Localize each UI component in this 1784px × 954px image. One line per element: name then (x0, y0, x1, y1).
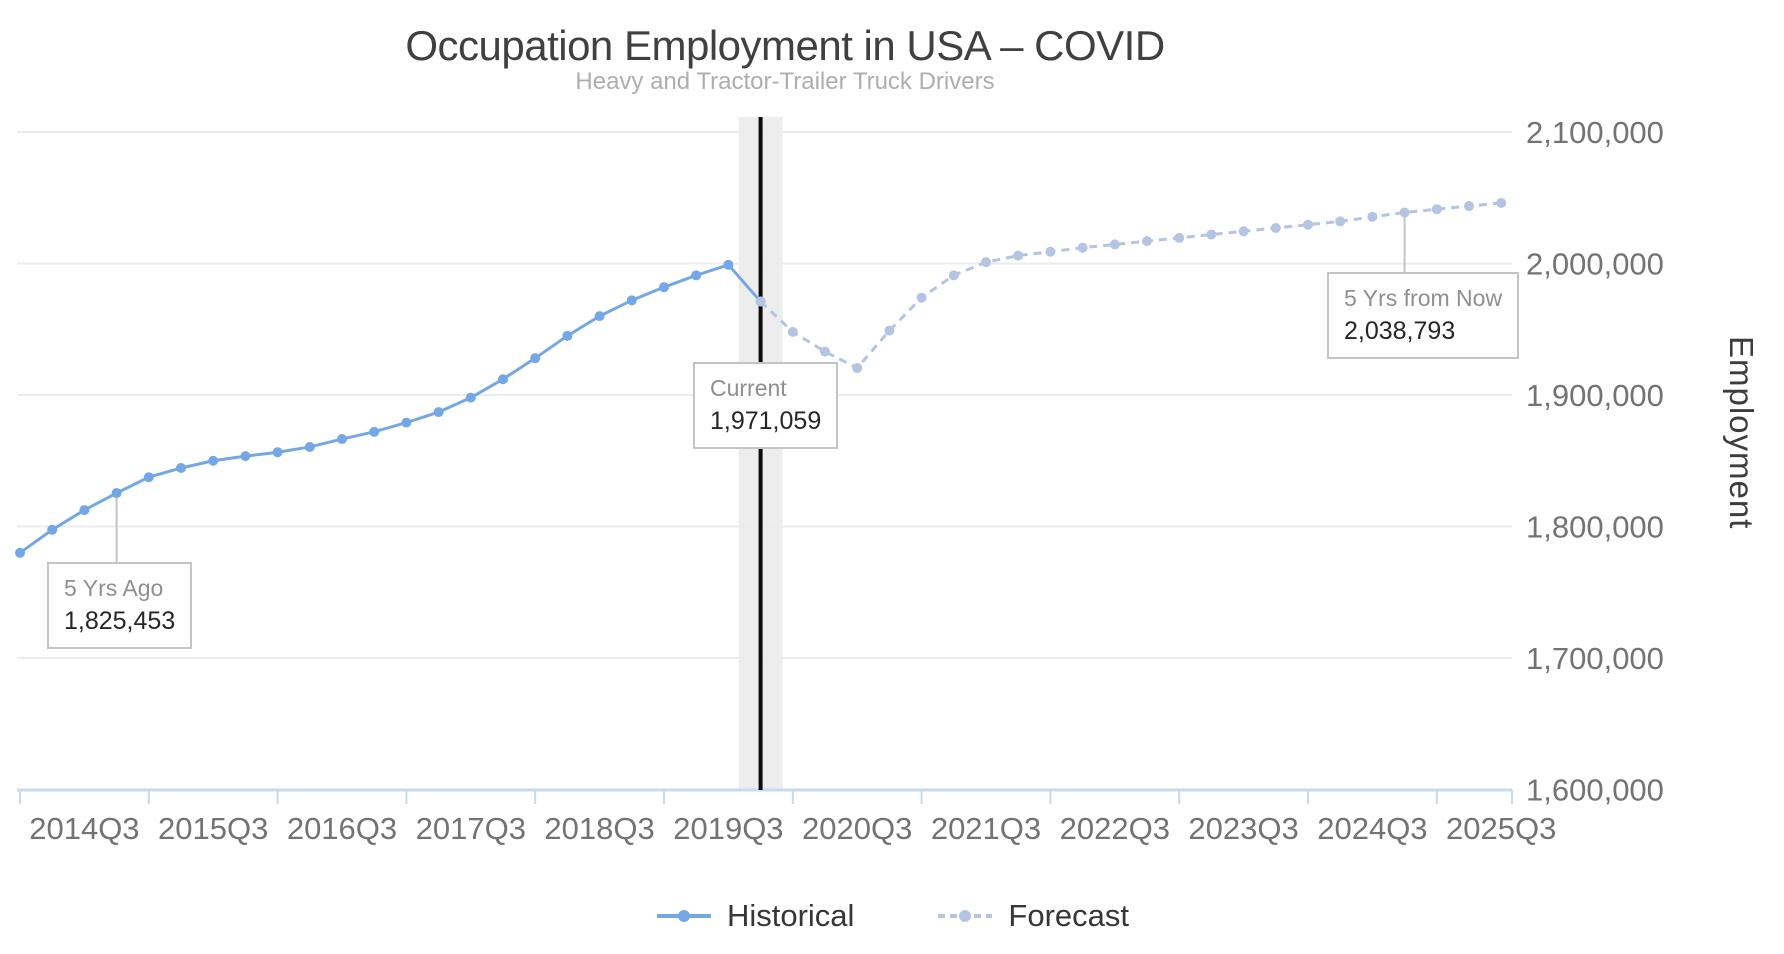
data-point[interactable] (1399, 207, 1410, 218)
data-point[interactable] (401, 417, 412, 428)
data-point[interactable] (723, 259, 734, 270)
data-point[interactable] (1174, 232, 1185, 243)
historical-line (19, 263, 762, 555)
data-point[interactable] (852, 363, 863, 374)
data-point[interactable] (272, 447, 283, 458)
annotation-value: 1,825,453 (64, 607, 176, 636)
annotation-label: 5 Yrs from Now (1344, 285, 1503, 311)
chart-title: Occupation Employment in USA – COVID (405, 22, 1165, 69)
x-tick-label: 2025Q3 (1446, 811, 1556, 846)
data-point[interactable] (1013, 250, 1024, 261)
legend: Historical Forecast (0, 898, 1784, 934)
data-point[interactable] (304, 441, 315, 452)
data-point[interactable] (1109, 239, 1120, 250)
y-tick-label: 1,800,000 (1526, 510, 1664, 545)
data-point[interactable] (111, 488, 122, 499)
legend-item-historical[interactable]: Historical (655, 898, 854, 934)
forecast-line (759, 201, 1502, 370)
data-point[interactable] (240, 451, 251, 462)
x-tick-label: 2014Q3 (29, 811, 139, 846)
y-tick-label: 1,700,000 (1526, 641, 1664, 676)
data-point[interactable] (1303, 219, 1313, 230)
data-point[interactable] (562, 330, 573, 341)
y-axis-title: Employment (1723, 336, 1760, 530)
data-point[interactable] (787, 326, 798, 337)
data-point[interactable] (1045, 246, 1056, 257)
y-tick-label: 2,100,000 (1526, 115, 1664, 150)
annotation-value: 1,971,059 (710, 407, 822, 436)
annotation-label: Current (710, 375, 787, 401)
y-tick-label: 1,600,000 (1526, 773, 1664, 808)
data-point[interactable] (176, 462, 186, 473)
data-point[interactable] (143, 472, 154, 483)
legend-label-forecast: Forecast (1008, 898, 1130, 933)
x-tick-label: 2016Q3 (287, 811, 397, 846)
data-point[interactable] (1206, 229, 1217, 240)
data-point[interactable] (369, 426, 380, 437)
x-tick-label: 2022Q3 (1060, 811, 1170, 846)
data-point[interactable] (981, 257, 991, 268)
data-point[interactable] (498, 374, 508, 385)
data-point[interactable] (1238, 226, 1249, 237)
data-point[interactable] (208, 455, 219, 466)
annotation-label: 5 Yrs Ago (64, 575, 164, 601)
data-point[interactable] (337, 434, 347, 445)
data-point[interactable] (530, 353, 541, 364)
data-point[interactable] (1335, 216, 1346, 227)
data-point[interactable] (948, 270, 959, 281)
data-point[interactable] (916, 292, 927, 303)
forecast-line-sample (938, 910, 993, 922)
x-tick-label: 2021Q3 (931, 811, 1041, 846)
forecast-series[interactable] (755, 198, 1507, 374)
data-point[interactable] (1142, 236, 1152, 247)
data-point[interactable] (1077, 242, 1088, 253)
data-point[interactable] (594, 311, 605, 322)
data-point[interactable] (659, 282, 669, 293)
legend-item-forecast[interactable]: Forecast (936, 898, 1129, 934)
x-tick-label: 2018Q3 (544, 811, 654, 846)
x-tick-label: 2020Q3 (802, 811, 912, 846)
data-point[interactable] (1431, 204, 1442, 215)
y-tick-label: 2,000,000 (1526, 247, 1664, 282)
annotation-5-yrs-from-now: 5 Yrs from Now 2,038,793 (1327, 272, 1520, 360)
data-point[interactable] (626, 295, 637, 306)
data-point[interactable] (884, 325, 895, 336)
x-tick-label: 2017Q3 (416, 811, 526, 846)
data-point[interactable] (465, 392, 476, 403)
x-tick-label: 2023Q3 (1188, 811, 1298, 846)
historical-line-sample (656, 910, 711, 922)
data-point[interactable] (433, 407, 444, 418)
data-point[interactable] (79, 505, 90, 516)
legend-label-historical: Historical (726, 898, 855, 933)
annotation-value: 2,038,793 (1344, 317, 1456, 346)
data-point[interactable] (755, 296, 766, 307)
data-point[interactable] (1270, 222, 1281, 233)
x-tick-label: 2024Q3 (1317, 811, 1427, 846)
x-tick-label: 2019Q3 (673, 811, 783, 846)
historical-series[interactable] (15, 259, 766, 558)
data-point[interactable] (1464, 201, 1474, 212)
x-tick-label: 2015Q3 (158, 811, 268, 846)
data-point[interactable] (1496, 198, 1507, 209)
data-point[interactable] (47, 524, 58, 535)
y-tick-label: 1,900,000 (1526, 378, 1664, 413)
chart-subtitle: Heavy and Tractor-Trailer Truck Drivers (575, 68, 995, 95)
annotation-current: Current 1,971,059 (693, 362, 839, 450)
data-point[interactable] (820, 346, 830, 357)
data-point[interactable] (1367, 211, 1378, 222)
data-point[interactable] (15, 547, 25, 558)
data-point[interactable] (691, 270, 702, 281)
annotation-5-yrs-ago: 5 Yrs Ago 1,825,453 (47, 562, 193, 650)
